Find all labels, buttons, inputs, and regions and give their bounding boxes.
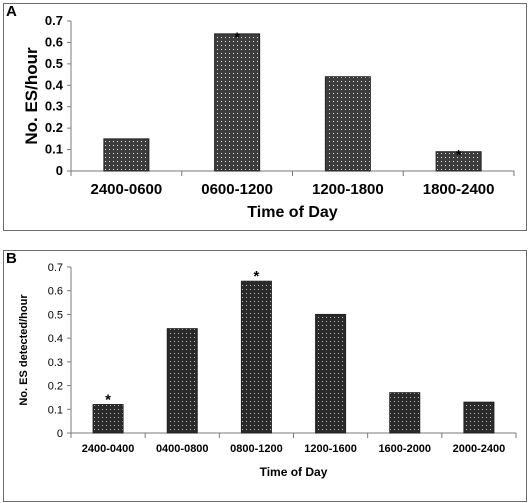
- bar-0400-0800: [166, 328, 198, 434]
- bar-1800-2400: [435, 151, 482, 172]
- y-tick-label: 0.5: [48, 309, 63, 321]
- x-tick-label: 0600-1200: [201, 181, 273, 198]
- y-tick-label: 0.6: [48, 286, 63, 298]
- panel-a: A 0 0.1 0.2 0.3 0.4 0.5 0.6 0.7 2400-0600 0600-12…: [3, 3, 527, 231]
- bar-2000-2400: [463, 401, 495, 434]
- y-tick-label: 0.5: [45, 56, 63, 71]
- significance-marker: *: [105, 392, 111, 409]
- x-tick-label: 1200-1800: [312, 181, 384, 198]
- significance-marker: *: [234, 29, 240, 45]
- panel-letter-b: B: [6, 250, 17, 267]
- panel-b: B 0 0.1 0.2 0.3 0.4 0.5 0.6 0.7 2400-0400 * 0400-0…: [3, 250, 527, 502]
- bar-0800-1200: [240, 280, 272, 434]
- y-tick-label: 0.4: [45, 77, 64, 92]
- y-axis-title: No. ES detected/hour: [18, 294, 30, 406]
- x-tick-label: 1600-2000: [378, 443, 431, 455]
- bar-1200-1800: [324, 76, 371, 172]
- bar-1200-1600: [315, 313, 347, 434]
- y-tick-label: 0.4: [48, 333, 63, 345]
- bar-2400-0400: [92, 404, 124, 434]
- bar-0600-1200: [214, 33, 261, 172]
- x-tick-label: 1800-2400: [423, 181, 495, 198]
- x-tick-label: 2000-2400: [453, 443, 506, 455]
- panel-letter-a: A: [6, 3, 17, 20]
- y-tick-label: 0.7: [48, 262, 63, 274]
- bar-2400-0600: [103, 138, 150, 172]
- y-tick-label: 0.1: [48, 404, 63, 416]
- y-tick-label: 0.6: [45, 34, 63, 49]
- x-axis-title: Time of Day: [247, 204, 338, 221]
- bar-1600-2000: [389, 392, 421, 434]
- y-tick-label: 0.2: [45, 120, 63, 135]
- x-tick-label: 1200-1600: [304, 443, 357, 455]
- chart-b: 0 0.1 0.2 0.3 0.4 0.5 0.6 0.7 2400-0400 * 0400-080…: [18, 262, 517, 479]
- y-tick-label: 0.1: [45, 142, 63, 157]
- x-tick-label: 2400-0400: [82, 443, 135, 455]
- y-tick-label: 0.7: [45, 13, 63, 28]
- x-tick-label: 0400-0800: [156, 443, 209, 455]
- y-tick-label: 0: [57, 428, 63, 440]
- y-tick-label: 0.2: [48, 381, 63, 393]
- y-axis-title: No. ES/hour: [22, 47, 41, 145]
- significance-marker: *: [456, 147, 462, 163]
- x-tick-label: 0800-1200: [230, 443, 283, 455]
- chart-a: 0 0.1 0.2 0.3 0.4 0.5 0.6 0.7 2400-0600 0600-1200…: [22, 13, 515, 221]
- x-axis-title: Time of Day: [260, 465, 328, 479]
- y-tick-label: 0.3: [45, 99, 63, 114]
- y-tick-label: 0.3: [48, 357, 63, 369]
- significance-marker: *: [253, 268, 259, 285]
- x-tick-label: 2400-0600: [91, 181, 163, 198]
- y-tick-label: 0: [56, 163, 63, 178]
